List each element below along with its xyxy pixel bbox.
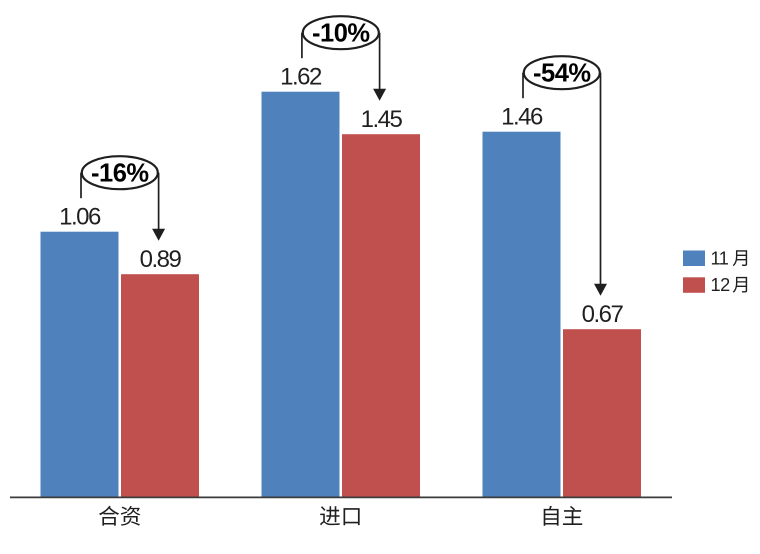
svg-text:-10%: -10% [312, 19, 370, 47]
svg-text:1.62: 1.62 [280, 63, 322, 90]
svg-text:0.67: 0.67 [582, 301, 624, 328]
svg-text:-54%: -54% [533, 59, 591, 87]
svg-text:-16%: -16% [91, 159, 149, 187]
svg-text:1.45: 1.45 [361, 106, 403, 133]
svg-text:1.06: 1.06 [59, 203, 101, 230]
svg-text:1.46: 1.46 [501, 103, 543, 130]
svg-text:12: 12 [711, 275, 731, 295]
svg-text:11: 11 [711, 249, 729, 269]
svg-text:0.89: 0.89 [140, 246, 182, 273]
